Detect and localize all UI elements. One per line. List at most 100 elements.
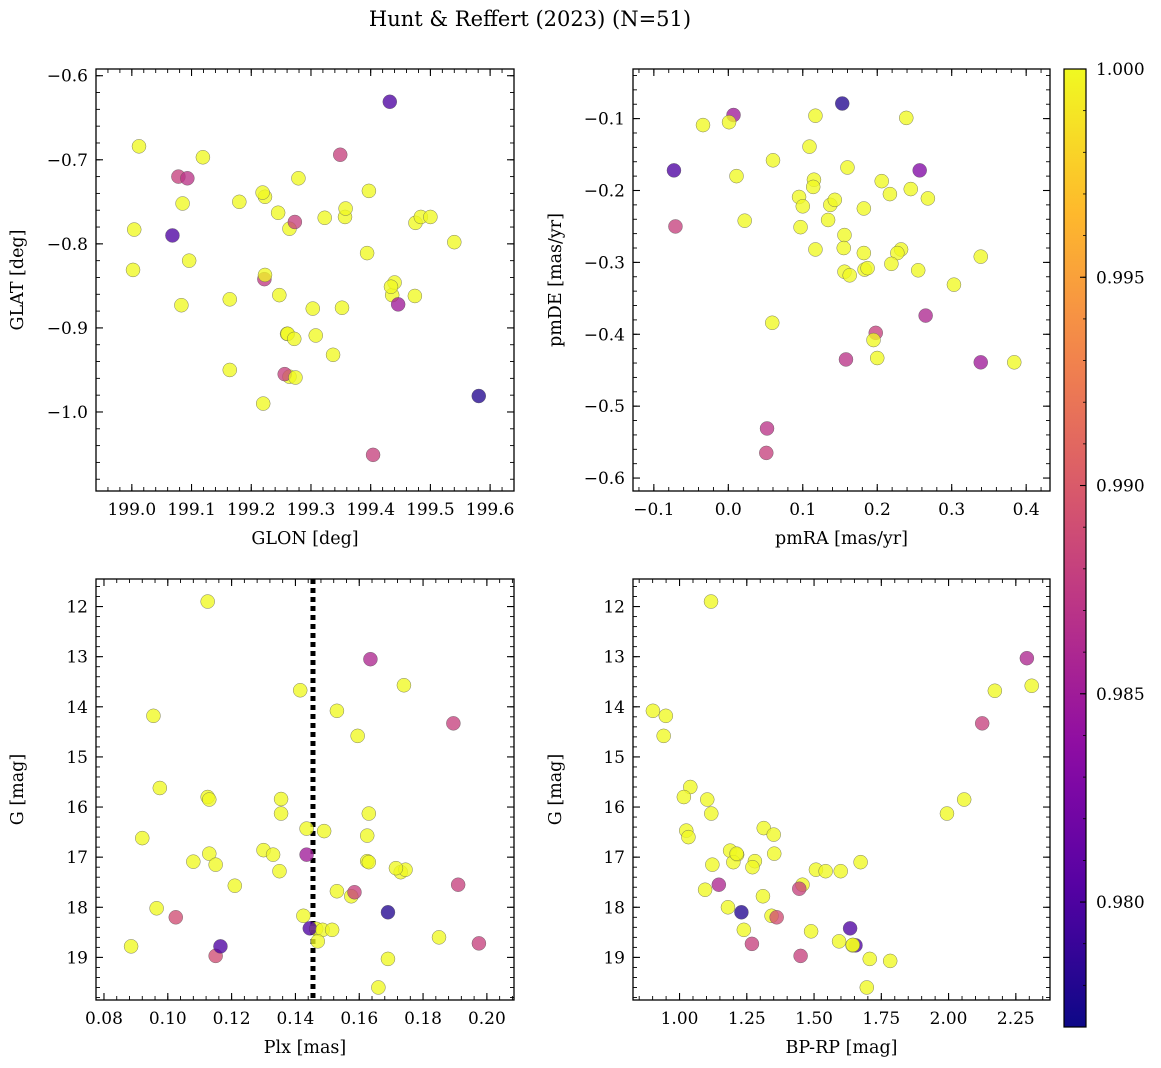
data-point bbox=[840, 160, 855, 175]
axes-frame bbox=[95, 68, 515, 492]
data-point bbox=[912, 163, 927, 178]
data-point bbox=[208, 857, 223, 872]
data-point bbox=[866, 332, 881, 348]
colorbar-tick-label: 0.990 bbox=[1096, 477, 1145, 497]
data-point bbox=[350, 728, 365, 744]
data-point bbox=[202, 792, 217, 807]
x-tick-label: 0.2 bbox=[864, 500, 891, 520]
data-point bbox=[939, 806, 955, 821]
data-point bbox=[845, 937, 861, 953]
data-point bbox=[842, 268, 857, 283]
data-point bbox=[703, 594, 719, 609]
data-point bbox=[658, 708, 674, 724]
data-point bbox=[711, 877, 727, 892]
data-point bbox=[272, 287, 287, 303]
colorbar-tick-label: 0.995 bbox=[1096, 268, 1145, 288]
y-tick-label: −0.8 bbox=[47, 235, 88, 255]
data-point bbox=[168, 910, 184, 925]
x-tick-label: 199.3 bbox=[287, 500, 336, 520]
data-point bbox=[329, 883, 345, 899]
data-point bbox=[222, 292, 238, 307]
data-point bbox=[700, 792, 715, 807]
data-point bbox=[697, 882, 713, 897]
data-point bbox=[363, 651, 378, 667]
data-point bbox=[856, 245, 872, 261]
data-point bbox=[765, 153, 781, 168]
data-point bbox=[174, 297, 189, 313]
data-point bbox=[213, 939, 228, 954]
data-point bbox=[831, 934, 847, 949]
data-point bbox=[838, 352, 854, 367]
y-axis-label: GLAT [deg] bbox=[8, 230, 28, 331]
data-point bbox=[729, 846, 744, 861]
data-point bbox=[720, 900, 736, 915]
y-tick-label: −1.0 bbox=[47, 403, 88, 423]
data-point bbox=[222, 362, 238, 378]
x-tick-label: 0.0 bbox=[715, 500, 742, 520]
data-point bbox=[882, 186, 898, 202]
colorbar-tick-label: 1.000 bbox=[1096, 60, 1145, 80]
data-point bbox=[856, 201, 872, 216]
data-point bbox=[1024, 678, 1039, 694]
y-axis-label: G [mag] bbox=[546, 754, 566, 825]
data-point bbox=[371, 980, 386, 995]
y-tick-label: 18 bbox=[603, 898, 625, 918]
data-point bbox=[131, 139, 147, 154]
scatter-panel-2: −0.1 0.0 0.1 0.2 0.3 0.4 −0.6 −0.5 −0.4 −0.3 −0.2 −… bbox=[546, 68, 1051, 549]
data-point bbox=[695, 117, 711, 133]
data-point bbox=[365, 447, 381, 463]
data-point bbox=[407, 288, 423, 304]
x-tick-label: 2.00 bbox=[930, 1009, 968, 1029]
x-axis-label: BP-RP [mag] bbox=[786, 1038, 898, 1058]
data-point bbox=[956, 792, 972, 807]
data-point bbox=[834, 96, 850, 111]
data-point bbox=[795, 199, 811, 214]
y-tick-label: −0.4 bbox=[584, 325, 625, 345]
data-point bbox=[165, 228, 180, 243]
y-tick-label: 17 bbox=[603, 848, 625, 868]
data-point bbox=[447, 234, 462, 250]
x-tick-label: 199.6 bbox=[466, 500, 515, 520]
data-point bbox=[149, 901, 164, 916]
y-tick-label: 16 bbox=[603, 798, 625, 818]
y-tick-label: −0.7 bbox=[47, 151, 88, 171]
data-point bbox=[903, 181, 919, 197]
scatter-points bbox=[123, 594, 487, 995]
data-point bbox=[656, 728, 671, 744]
y-tick-label: 19 bbox=[603, 948, 625, 968]
data-point bbox=[736, 922, 752, 938]
data-point bbox=[347, 884, 362, 900]
y-tick-label: −0.3 bbox=[584, 253, 625, 273]
y-tick-label: 17 bbox=[66, 848, 88, 868]
data-point bbox=[884, 256, 899, 272]
data-point bbox=[325, 347, 341, 363]
y-tick-label: 18 bbox=[66, 898, 88, 918]
data-point bbox=[255, 185, 270, 200]
x-tick-label: 0.14 bbox=[276, 1009, 314, 1029]
data-point bbox=[396, 678, 412, 693]
y-tick-label: 13 bbox=[603, 648, 625, 668]
data-point bbox=[291, 171, 306, 186]
data-point bbox=[836, 240, 851, 256]
data-point bbox=[842, 921, 858, 936]
data-point bbox=[918, 308, 933, 323]
data-point bbox=[803, 924, 819, 939]
data-point bbox=[920, 191, 936, 206]
axes-frame bbox=[632, 68, 1051, 492]
y-tick-label: −0.5 bbox=[584, 397, 625, 417]
y-tick-label: 16 bbox=[66, 798, 88, 818]
data-point bbox=[766, 846, 782, 861]
data-point bbox=[946, 277, 962, 292]
data-point bbox=[316, 823, 332, 839]
data-point bbox=[202, 846, 217, 861]
data-point bbox=[471, 388, 487, 404]
data-point bbox=[317, 210, 332, 226]
data-point bbox=[860, 260, 875, 276]
y-tick-label: 12 bbox=[66, 598, 88, 618]
data-point bbox=[186, 854, 201, 869]
data-point bbox=[853, 854, 868, 870]
data-point bbox=[729, 168, 744, 184]
data-point bbox=[305, 301, 321, 316]
data-point bbox=[390, 297, 406, 312]
